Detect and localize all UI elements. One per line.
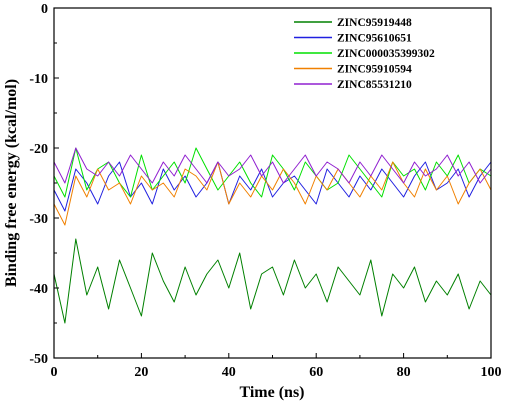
legend-label: ZINC85531210: [337, 79, 412, 91]
x-tick-label: 20: [134, 365, 148, 380]
series-line-ZINC95919448: [53, 238, 492, 324]
series-line-ZINC000035399302: [53, 147, 492, 198]
series-line-ZINC95610651: [53, 161, 492, 212]
series-line-ZINC85531210: [53, 147, 492, 184]
x-tick-label: 40: [222, 365, 236, 380]
x-axis-title: Time (ns): [239, 384, 304, 401]
y-tick-label: -10: [29, 72, 48, 87]
x-axis: 0 20 40 60 80 100: [51, 353, 502, 380]
x-tick-label: 60: [309, 365, 323, 380]
x-tick-label: 0: [51, 365, 58, 380]
legend: ZINC95919448 ZINC95610651 ZINC000035399302…: [294, 17, 435, 91]
y-tick-label: -50: [29, 352, 48, 367]
y-tick-label: 0: [41, 2, 48, 17]
legend-label: ZINC95919448: [337, 17, 412, 29]
series-line-ZINC95910594: [53, 161, 492, 226]
x-tick-label: 80: [397, 365, 411, 380]
legend-label: ZINC95610651: [337, 33, 412, 45]
y-tick-label: -20: [29, 142, 48, 157]
y-tick-label: -30: [29, 212, 48, 227]
series-layer: [53, 147, 492, 324]
y-axis-title: Binding free energy (kcal/mol): [3, 79, 20, 287]
y-axis: 0 -10 -20 -30 -40 -50: [29, 2, 59, 367]
legend-label: ZINC95910594: [337, 64, 412, 76]
legend-label: ZINC000035399302: [337, 48, 435, 60]
x-tick-label: 100: [481, 365, 502, 380]
y-tick-label: -40: [29, 282, 48, 297]
